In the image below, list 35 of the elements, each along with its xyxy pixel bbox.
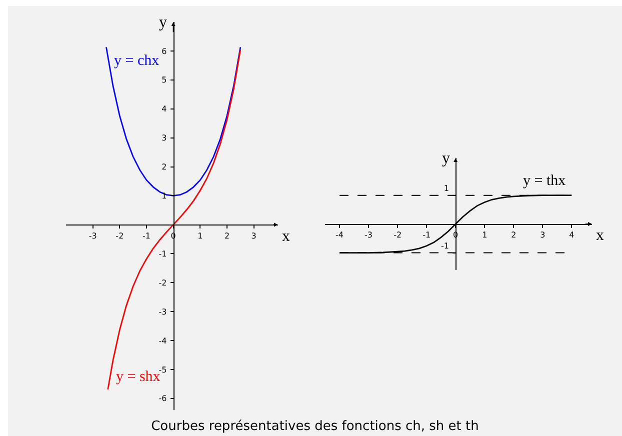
y-tick-label: 5 [162, 76, 167, 85]
x-tick-label: -1 [422, 230, 431, 240]
x-tick-label: 3 [251, 231, 256, 240]
y-axis-title: y [159, 14, 167, 31]
series-label: y = chx [114, 53, 160, 69]
series-label: y = thx [523, 173, 566, 189]
x-tick-label: -2 [394, 230, 402, 240]
x-axis-title: x [596, 227, 604, 244]
y-tick-label: -2 [158, 278, 167, 288]
x-tick-label: -1 [142, 231, 150, 240]
y-tick-label: -6 [158, 394, 167, 404]
x-tick-label: 3 [540, 230, 546, 240]
x-tick-label: 2 [511, 230, 516, 240]
x-tick-label: 1 [198, 231, 203, 240]
line-series [106, 46, 242, 196]
y-tick-label: 4 [162, 104, 167, 114]
y-tick-label: 6 [162, 46, 167, 56]
y-tick-label: -1 [158, 249, 167, 258]
x-tick-label: 4 [569, 230, 574, 240]
x-tick-label: -3 [364, 230, 373, 240]
x-tick-label: 2 [224, 231, 230, 240]
x-tick-label: 1 [482, 230, 488, 240]
line-series [107, 48, 242, 390]
y-tick-label: -4 [158, 336, 167, 346]
series-label: y = shx [116, 369, 161, 385]
text: Courbes représentatives des fonctions ch, sh et th [150, 419, 480, 434]
y-axis-title: y [442, 150, 450, 167]
y-tick-label: -5 [158, 365, 167, 374]
y-tick-label: 3 [162, 134, 167, 143]
y-tick-label: 2 [162, 162, 167, 172]
x-axis-title: x [282, 228, 290, 245]
x-tick-label: -3 [88, 231, 97, 240]
x-tick-label: -2 [116, 231, 124, 240]
y-tick-label: -3 [158, 307, 167, 316]
x-tick-label: -4 [336, 230, 344, 240]
